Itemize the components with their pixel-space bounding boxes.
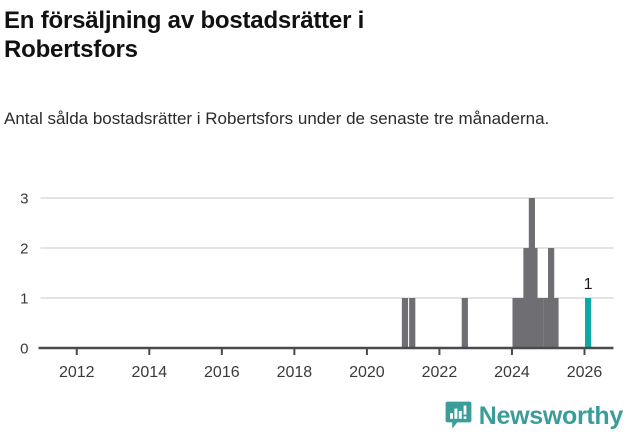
x-tick-label: 2024 bbox=[494, 364, 530, 381]
x-tick-label: 2026 bbox=[567, 364, 603, 381]
chart-bar bbox=[401, 298, 409, 348]
chart-svg: 0 1 2 3 2012 2014 2016 2018 2020 2022 2024 2026 1 bbox=[20, 191, 614, 381]
chart-bar bbox=[552, 298, 559, 348]
y-tick-label: 2 bbox=[20, 241, 28, 258]
y-tick-label: 3 bbox=[20, 191, 28, 208]
x-tick-label: 2022 bbox=[422, 364, 458, 381]
chart-bar bbox=[537, 298, 544, 348]
chart-data-labels: 1 bbox=[584, 276, 593, 293]
bar-value-label: 1 bbox=[584, 276, 593, 293]
y-tick-label: 1 bbox=[20, 291, 28, 308]
chart-bar bbox=[461, 298, 468, 348]
y-tick-label: 0 bbox=[20, 341, 28, 358]
x-tick-label: 2012 bbox=[59, 364, 95, 381]
chart-bar bbox=[409, 298, 416, 348]
x-tick-label: 2020 bbox=[349, 364, 385, 381]
chart-axis bbox=[38, 346, 614, 355]
x-tick-label: 2014 bbox=[132, 364, 168, 381]
bar-chart-speech-bubble-icon bbox=[445, 401, 472, 429]
chart-bar bbox=[548, 248, 555, 348]
chart-bar bbox=[531, 248, 538, 348]
chart-subtitle: Antal sålda bostadsrätter i Robertsfors … bbox=[4, 109, 550, 128]
newsworthy-logo: Newsworthy bbox=[445, 401, 623, 431]
chart-bar bbox=[523, 248, 530, 348]
chart-bar-highlighted bbox=[585, 298, 592, 348]
x-tick-label: 2016 bbox=[204, 364, 240, 381]
chart-bar bbox=[543, 298, 550, 348]
chart-bar bbox=[517, 298, 525, 348]
chart-bars bbox=[401, 198, 592, 348]
chart-plot-area: 0 1 2 3 2012 2014 2016 2018 2020 2022 2024 2026 1 bbox=[0, 178, 631, 388]
chart-title: En försäljning av bostadsrätter i Robert… bbox=[4, 7, 365, 64]
chart-x-tick-labels: 2012 2014 2016 2018 2020 2022 2024 2026 bbox=[59, 364, 602, 381]
chart-bar bbox=[512, 298, 519, 348]
x-tick-label: 2018 bbox=[277, 364, 313, 381]
newsworthy-wordmark: Newsworthy bbox=[478, 401, 624, 430]
chart-y-tick-labels: 0 1 2 3 bbox=[20, 191, 28, 358]
